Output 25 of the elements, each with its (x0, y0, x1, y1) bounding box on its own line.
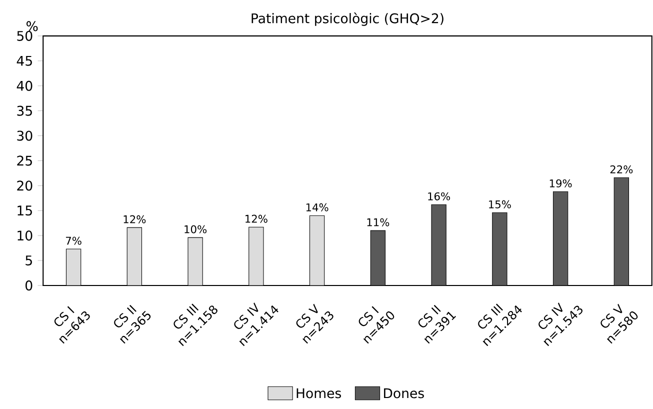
data-label: 12% (124, 215, 146, 224)
data-label: 22% (610, 165, 633, 174)
y-tick-label: 35 (17, 106, 32, 116)
legend-label: Homes (296, 388, 342, 398)
chart-title: Patiment psicològic (GHQ>2) (252, 12, 444, 26)
data-label: 11% (367, 218, 390, 226)
data-label: 19% (550, 179, 572, 188)
data-label: 10% (184, 225, 207, 234)
y-tick-label: 5 (26, 256, 32, 266)
y-tick-label: 15 (18, 206, 32, 216)
data-label: 15% (489, 200, 511, 208)
data-label: 12% (246, 214, 268, 223)
y-tick-label: 40 (16, 80, 32, 91)
y-tick-label: 20 (17, 180, 32, 191)
data-label: 14% (306, 203, 328, 212)
y-tick-label: 30 (17, 130, 32, 141)
y-tick-label: 45 (16, 56, 32, 66)
legend-label: Dones (384, 388, 424, 398)
data-label: 16% (428, 192, 450, 200)
data-label: 7% (66, 236, 82, 245)
y-tick-label: 25 (17, 156, 32, 166)
y-tick-label: 0 (26, 280, 32, 290)
y-tick-label: 10 (18, 230, 32, 241)
y-axis-title: % (26, 21, 38, 32)
y-tick-label: 50 (17, 30, 32, 41)
